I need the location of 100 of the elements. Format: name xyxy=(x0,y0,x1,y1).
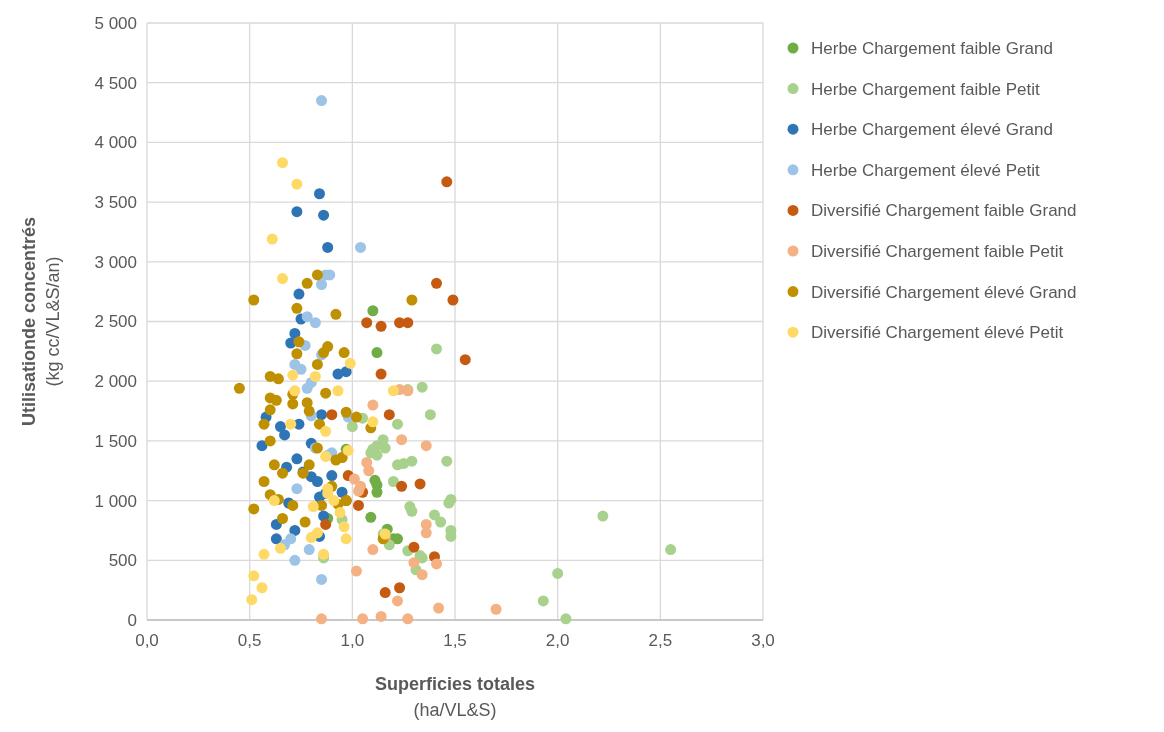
point xyxy=(367,305,379,317)
point xyxy=(334,507,346,519)
legend-label: Diversifié Chargement élevé Petit xyxy=(811,323,1064,343)
point xyxy=(344,357,356,369)
point xyxy=(330,308,342,320)
point xyxy=(248,294,260,306)
point xyxy=(291,348,303,360)
point xyxy=(320,518,332,530)
point xyxy=(291,206,303,218)
point xyxy=(322,341,334,353)
point xyxy=(311,358,323,370)
point xyxy=(313,418,325,430)
point xyxy=(447,294,459,306)
point xyxy=(332,385,344,397)
point xyxy=(357,613,369,625)
point xyxy=(311,269,323,281)
y-tick-label: 2 000 xyxy=(94,372,137,392)
point xyxy=(256,582,268,594)
x-tick-label: 3,0 xyxy=(751,631,775,650)
point xyxy=(433,602,445,614)
point xyxy=(552,567,564,579)
point xyxy=(392,595,404,607)
point xyxy=(277,157,289,169)
point xyxy=(394,582,406,594)
point xyxy=(320,425,332,437)
point xyxy=(268,495,280,507)
point xyxy=(301,311,313,323)
point xyxy=(293,336,305,348)
point xyxy=(326,470,338,482)
point xyxy=(285,418,297,430)
point xyxy=(289,554,301,566)
point xyxy=(402,613,414,625)
legend-label: Herbe Chargement élevé Petit xyxy=(811,160,1040,180)
point xyxy=(246,594,258,606)
point xyxy=(274,542,286,554)
y-axis-title: Utilisationde concentrés (kg cc/VL&S/an) xyxy=(18,216,63,427)
point xyxy=(392,418,404,430)
point xyxy=(287,499,299,511)
point xyxy=(375,320,387,332)
point xyxy=(367,399,379,411)
point xyxy=(301,277,313,289)
point xyxy=(316,409,328,421)
point xyxy=(441,176,453,188)
point xyxy=(338,347,350,359)
point xyxy=(291,453,303,465)
point xyxy=(355,480,367,492)
point xyxy=(293,288,305,300)
point xyxy=(375,610,387,622)
point xyxy=(597,510,609,522)
point xyxy=(309,370,321,382)
point xyxy=(320,387,332,399)
point xyxy=(326,409,338,421)
y-tick-label: 4 500 xyxy=(94,73,137,93)
point xyxy=(424,409,436,421)
point xyxy=(322,241,334,253)
point xyxy=(396,480,408,492)
legend-label: Herbe Chargement faible Petit xyxy=(811,79,1040,99)
point xyxy=(277,467,289,479)
point xyxy=(406,455,418,467)
point xyxy=(431,343,443,355)
point xyxy=(420,440,432,452)
point xyxy=(258,418,270,430)
x-tick-label: 2,5 xyxy=(648,631,673,650)
point xyxy=(379,587,391,599)
x-tick-label: 1,5 xyxy=(443,631,467,650)
point xyxy=(338,521,350,533)
point xyxy=(355,241,367,253)
point xyxy=(361,317,373,329)
point xyxy=(289,524,301,536)
point xyxy=(365,511,377,523)
point xyxy=(348,473,360,485)
point xyxy=(272,373,284,385)
point xyxy=(301,382,313,394)
point xyxy=(396,434,408,446)
point xyxy=(248,570,260,582)
point xyxy=(416,569,428,581)
point xyxy=(402,317,414,329)
point xyxy=(303,544,315,556)
y-tick-label: 5 000 xyxy=(94,13,137,33)
x-axis-title: Superficies totales (ha/VL&S) xyxy=(374,674,536,720)
point xyxy=(316,573,328,585)
point xyxy=(408,541,420,553)
point xyxy=(560,613,572,625)
point xyxy=(490,603,502,615)
y-tick-label: 500 xyxy=(108,551,137,571)
point xyxy=(264,404,276,416)
legend-label: Herbe Chargement faible Grand xyxy=(811,38,1053,58)
point xyxy=(270,533,282,545)
x-tick-label: 0,5 xyxy=(237,631,262,650)
legend-label: Herbe Chargement élevé Grand xyxy=(811,120,1053,140)
point xyxy=(346,421,358,433)
point xyxy=(336,486,348,498)
point xyxy=(352,499,364,511)
y-tick-label: 3 000 xyxy=(94,252,137,272)
point xyxy=(233,382,245,394)
point xyxy=(291,178,303,190)
y-tick-label: 0 xyxy=(127,610,137,630)
point xyxy=(379,442,391,454)
point xyxy=(431,277,443,289)
point xyxy=(459,354,471,366)
